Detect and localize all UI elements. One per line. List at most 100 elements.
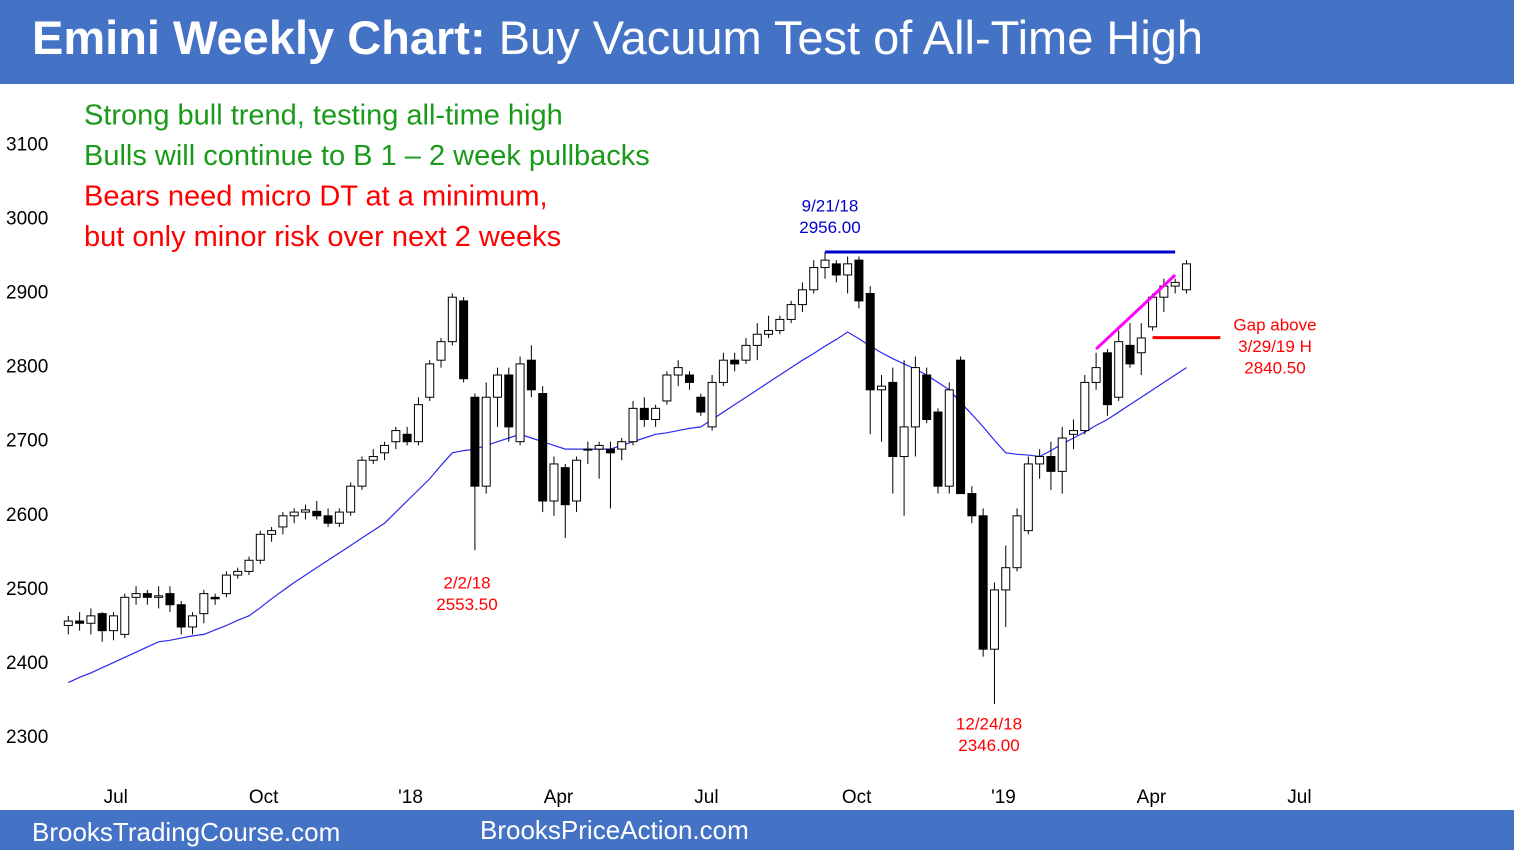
candle-body: [1001, 567, 1011, 591]
candle-body: [594, 444, 604, 450]
candle-body: [97, 613, 107, 632]
candle-body: [75, 620, 85, 624]
candle-body: [1125, 344, 1135, 365]
candle-body: [267, 530, 277, 535]
candle-body: [549, 463, 559, 502]
candle-body: [142, 593, 152, 598]
candle-body: [538, 393, 548, 502]
candle-body: [831, 263, 841, 276]
candle-body: [809, 267, 819, 291]
level-label: 2346.00: [958, 736, 1019, 755]
candle-body: [797, 289, 807, 306]
candle-body: [278, 515, 288, 528]
y-tick-label: 2500: [6, 579, 48, 600]
candle-body: [910, 367, 920, 428]
candle-body: [730, 359, 740, 365]
candle-body: [764, 330, 774, 335]
y-tick-label: 2800: [6, 357, 48, 378]
candle-body: [775, 318, 785, 332]
y-tick-label: 3100: [6, 134, 48, 155]
candle-body: [933, 411, 943, 487]
candle-body: [289, 511, 299, 517]
note: Bears need micro DT at a minimum,: [84, 181, 548, 213]
candle-body: [470, 396, 480, 487]
footer-right: BrooksPriceAction.com: [480, 815, 749, 845]
candle-body: [165, 593, 175, 606]
candle-body: [199, 593, 209, 615]
x-tick-label: Oct: [249, 787, 279, 808]
candle-body: [1114, 341, 1124, 398]
candle-body: [131, 593, 141, 598]
candle-body: [1046, 456, 1056, 472]
candle-body: [402, 433, 412, 443]
candle-body: [86, 615, 96, 624]
candle-body: [605, 448, 615, 454]
trend-line: [1095, 273, 1177, 351]
candle-body: [967, 493, 977, 517]
candle-body: [572, 459, 582, 502]
candle-body: [956, 359, 966, 495]
candle-body: [1170, 281, 1180, 287]
candle-body: [617, 441, 627, 450]
footer-bar: [0, 810, 1514, 850]
candle-body: [221, 574, 231, 595]
candle-body: [255, 533, 265, 561]
candle-body: [583, 448, 593, 451]
note: Strong bull trend, testing all-time high: [84, 100, 563, 132]
candle-body: [368, 456, 378, 461]
x-tick-label: Apr: [1137, 787, 1167, 808]
candle-body: [651, 407, 661, 420]
candle-body: [492, 374, 502, 398]
x-tick-label: '19: [991, 787, 1016, 808]
x-tick-label: Jul: [694, 787, 718, 808]
candle-body: [820, 259, 830, 269]
candle-body: [176, 604, 186, 628]
candle-body: [1148, 296, 1158, 328]
level-label: Gap above: [1233, 315, 1316, 334]
candle-body: [1136, 337, 1146, 354]
candle-body: [922, 374, 932, 420]
candle-body: [1035, 456, 1045, 465]
candle-body: [300, 509, 310, 513]
y-tick-label: 3000: [6, 208, 48, 229]
candle-body: [944, 389, 954, 487]
candle-body: [1181, 263, 1191, 291]
footer-left: BrooksTradingCourse.com: [32, 817, 340, 847]
title-bold: Emini Weekly Chart:: [32, 11, 486, 64]
level-label: 3/29/19 H: [1238, 337, 1312, 356]
candle-body: [662, 374, 672, 402]
x-tick-label: '18: [398, 787, 423, 808]
candle-body: [357, 459, 367, 487]
x-tick-label: Oct: [842, 787, 872, 808]
candle-body: [786, 304, 796, 320]
moving-average: [68, 331, 1187, 684]
level-label: 2/2/18: [443, 573, 490, 592]
candle-body: [244, 559, 254, 572]
candle-body: [436, 341, 446, 361]
candle-body: [718, 359, 728, 383]
candle-body: [380, 444, 390, 454]
candle-body: [413, 404, 423, 443]
candle-body: [312, 510, 322, 517]
candle-body: [989, 589, 999, 650]
candle-body: [843, 263, 853, 276]
level-label: 9/21/18: [802, 196, 859, 215]
candle-body: [1080, 381, 1090, 432]
candle-body: [877, 385, 887, 391]
candle-body: [346, 485, 356, 513]
candle-body: [560, 467, 570, 506]
x-tick-label: Apr: [544, 787, 574, 808]
candle-body: [108, 615, 118, 632]
candle-body: [459, 300, 469, 380]
candle-body: [1057, 437, 1067, 472]
y-tick-label: 2900: [6, 283, 48, 304]
candle-body: [888, 381, 898, 458]
candle-body: [504, 374, 514, 428]
candle-body: [188, 615, 198, 628]
y-tick-label: 2400: [6, 653, 48, 674]
y-tick-label: 2600: [6, 505, 48, 526]
candle-body: [210, 596, 220, 600]
level-label: 2840.50: [1244, 358, 1305, 377]
note: Bulls will continue to B 1 – 2 week pull…: [84, 140, 650, 172]
